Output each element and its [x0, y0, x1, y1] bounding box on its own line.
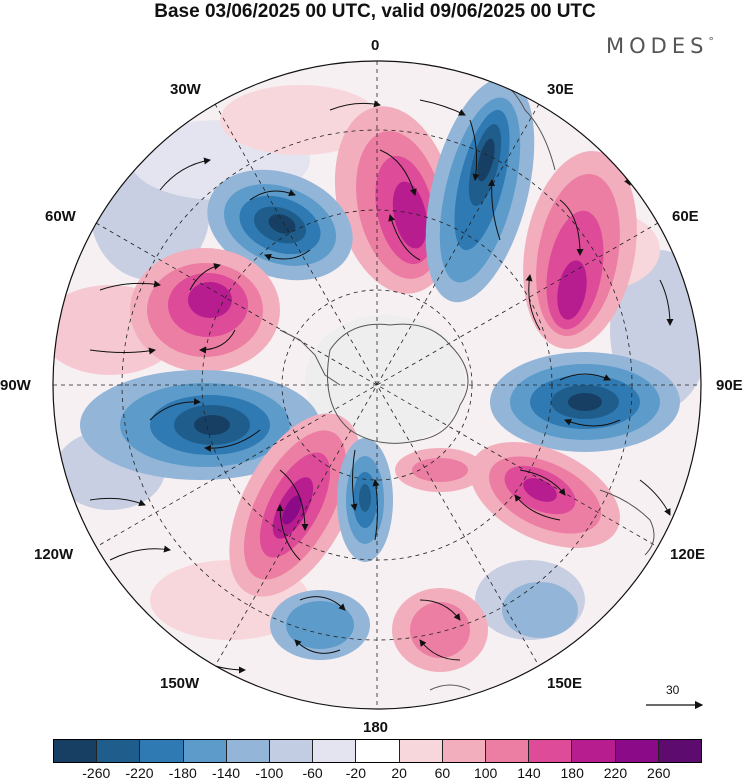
colorbar-tick-label: 60 [434, 765, 451, 781]
colorbar-swatch [226, 740, 271, 762]
colorbar-swatch [270, 740, 314, 762]
colorbar-tick-label: 260 [647, 765, 671, 781]
lon-label-60w: 60W [45, 208, 76, 225]
graticule [53, 61, 701, 709]
colorbar-swatch [572, 740, 616, 762]
colorbar-swatch [313, 740, 357, 762]
colorbar-swatch [356, 740, 400, 762]
colorbar-ticks: -260 -220 -180 -140 -100 -60 -20 20 60 100 140 180 2… [53, 765, 702, 783]
lon-label-150w: 150W [160, 675, 200, 692]
colorbar-tick-label: -220 [125, 765, 154, 781]
colorbar-swatch [442, 740, 487, 762]
colorbar-swatch [54, 740, 98, 762]
colorbar-tick-label: 140 [517, 765, 541, 781]
colorbar-tick-label: -20 [345, 765, 366, 781]
lon-label-90e: 90E [716, 377, 743, 394]
colorbar-swatch [140, 740, 184, 762]
lon-label-30e: 30E [547, 81, 574, 98]
brand-mark: ° [708, 35, 714, 48]
colorbar-swatch [183, 740, 227, 762]
colorbar-swatch [615, 740, 659, 762]
vector-scale-label: 30 [666, 683, 680, 697]
colorbar-tick-label: 180 [560, 765, 584, 781]
colorbar-tick-label: -100 [255, 765, 284, 781]
map-border [52, 60, 702, 710]
brand-name: MODES [606, 34, 709, 58]
colorbar-tick-label: 100 [473, 765, 498, 781]
colorbar-swatch [97, 740, 141, 762]
lon-label-180: 180 [363, 719, 389, 736]
colorbar-swatch [529, 740, 573, 762]
lon-label-90w: 90W [0, 377, 31, 394]
brand-logo: MODES° [606, 34, 714, 58]
colorbar-tick-label: 20 [391, 765, 407, 781]
lon-label-120w: 120W [34, 546, 74, 563]
map-title: Base 03/06/2025 00 UTC, valid 09/06/2025… [154, 1, 596, 22]
colorbar-tick-label: -60 [302, 765, 323, 781]
lon-label-60e: 60E [672, 208, 699, 225]
colorbar-tick-label: -260 [82, 765, 111, 781]
colorbar-tick-label: -140 [212, 765, 241, 781]
lon-label-150e: 150E [547, 675, 583, 692]
colorbar-tick-label: 220 [603, 765, 628, 781]
colorbar-swatch [486, 740, 530, 762]
lon-label-0: 0 [371, 37, 380, 54]
lon-label-120e: 120E [670, 546, 706, 563]
colorbar-swatch [399, 740, 443, 762]
lon-label-30w: 30W [170, 81, 201, 98]
colorbar-swatch [658, 740, 702, 762]
colorbar [53, 739, 702, 763]
colorbar-tick-label: -180 [168, 765, 197, 781]
